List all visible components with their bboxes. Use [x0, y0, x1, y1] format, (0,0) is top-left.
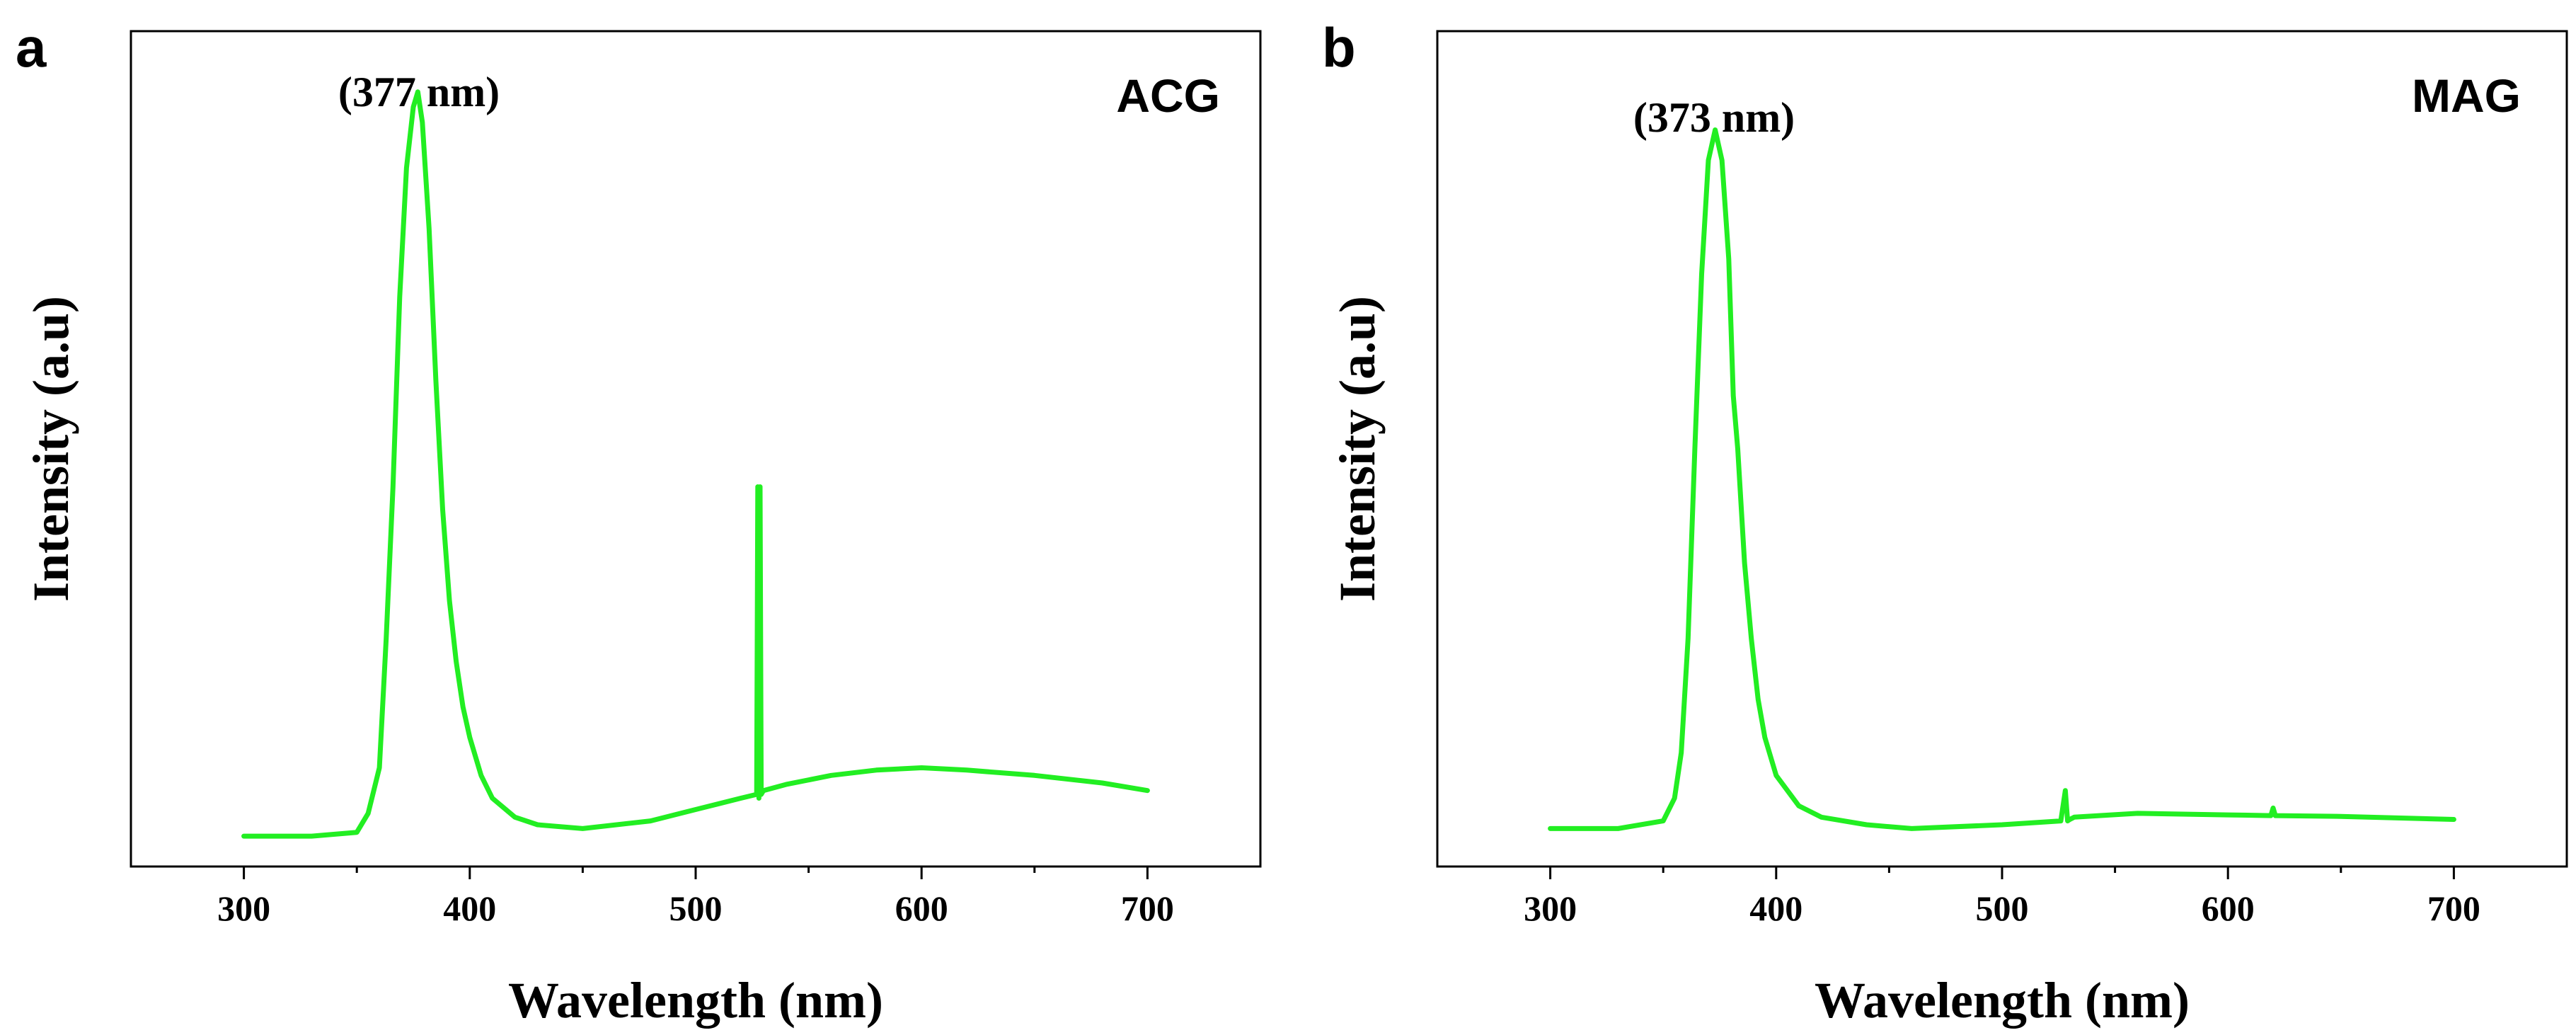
x-axis-ticks-a: 300 400 500 600 700 — [217, 867, 1174, 928]
spectrum-line-acg — [241, 89, 1150, 839]
plot-frame-a — [130, 30, 1262, 868]
peak-label-acg: (377 nm) — [338, 69, 500, 115]
spectrum-line-mag — [1548, 127, 2456, 831]
x-tick-label: 700 — [2427, 888, 2480, 928]
x-tick-label: 500 — [669, 888, 723, 928]
chart-panel-b: b 300 400 500 600 700 MAG (373 nm) Wavelengt… — [1322, 16, 2568, 1029]
peak-label-mag: (373 nm) — [1633, 94, 1795, 141]
x-axis-ticks-b: 300 400 500 600 700 — [1524, 867, 2480, 928]
x-tick-label: 500 — [1976, 888, 2029, 928]
x-tick-label: 600 — [2202, 888, 2255, 928]
panel-letter-b: b — [1322, 16, 1356, 79]
sample-label-acg: ACG — [1116, 69, 1220, 122]
x-tick-label: 600 — [895, 888, 948, 928]
panel-letter-a: a — [16, 16, 47, 79]
x-tick-label: 400 — [443, 888, 496, 928]
chart-panel-a: a 300 400 500 600 700 ACG (377 nm) Wavelengt… — [16, 16, 1262, 1029]
plot-frame-b — [1436, 30, 2568, 868]
y-axis-title-a: Intensity (a.u) — [23, 296, 79, 602]
x-tick-label: 700 — [1121, 888, 1174, 928]
x-axis-title-b: Wavelength (nm) — [1815, 972, 2190, 1029]
sample-label-mag: MAG — [2412, 69, 2521, 122]
x-axis-title-a: Wavelength (nm) — [508, 972, 883, 1029]
x-tick-label: 300 — [1524, 888, 1577, 928]
x-tick-label: 400 — [1749, 888, 1802, 928]
x-tick-label: 300 — [217, 888, 270, 928]
y-axis-title-b: Intensity (a.u) — [1329, 296, 1386, 602]
